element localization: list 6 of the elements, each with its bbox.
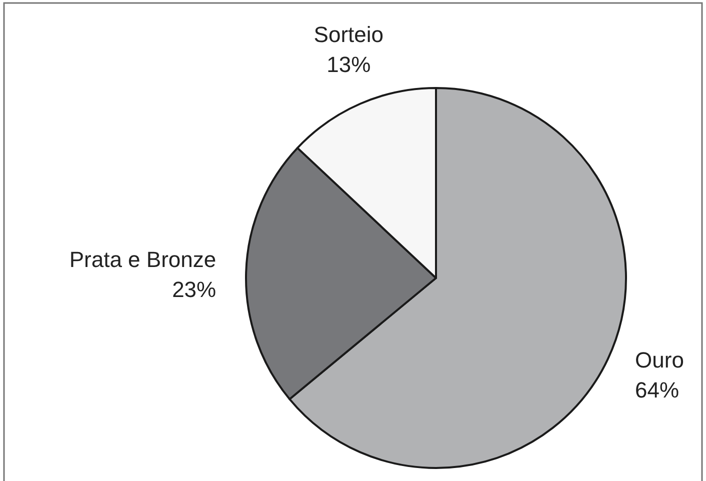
slice-label: Ouro [635,348,684,373]
slice-label: Sorteio [314,22,384,48]
slice-label: Prata e Bronze [69,247,216,272]
data-label: 13% [326,52,371,78]
data-label: 23% [172,277,216,302]
data-label: 64% [635,378,680,403]
